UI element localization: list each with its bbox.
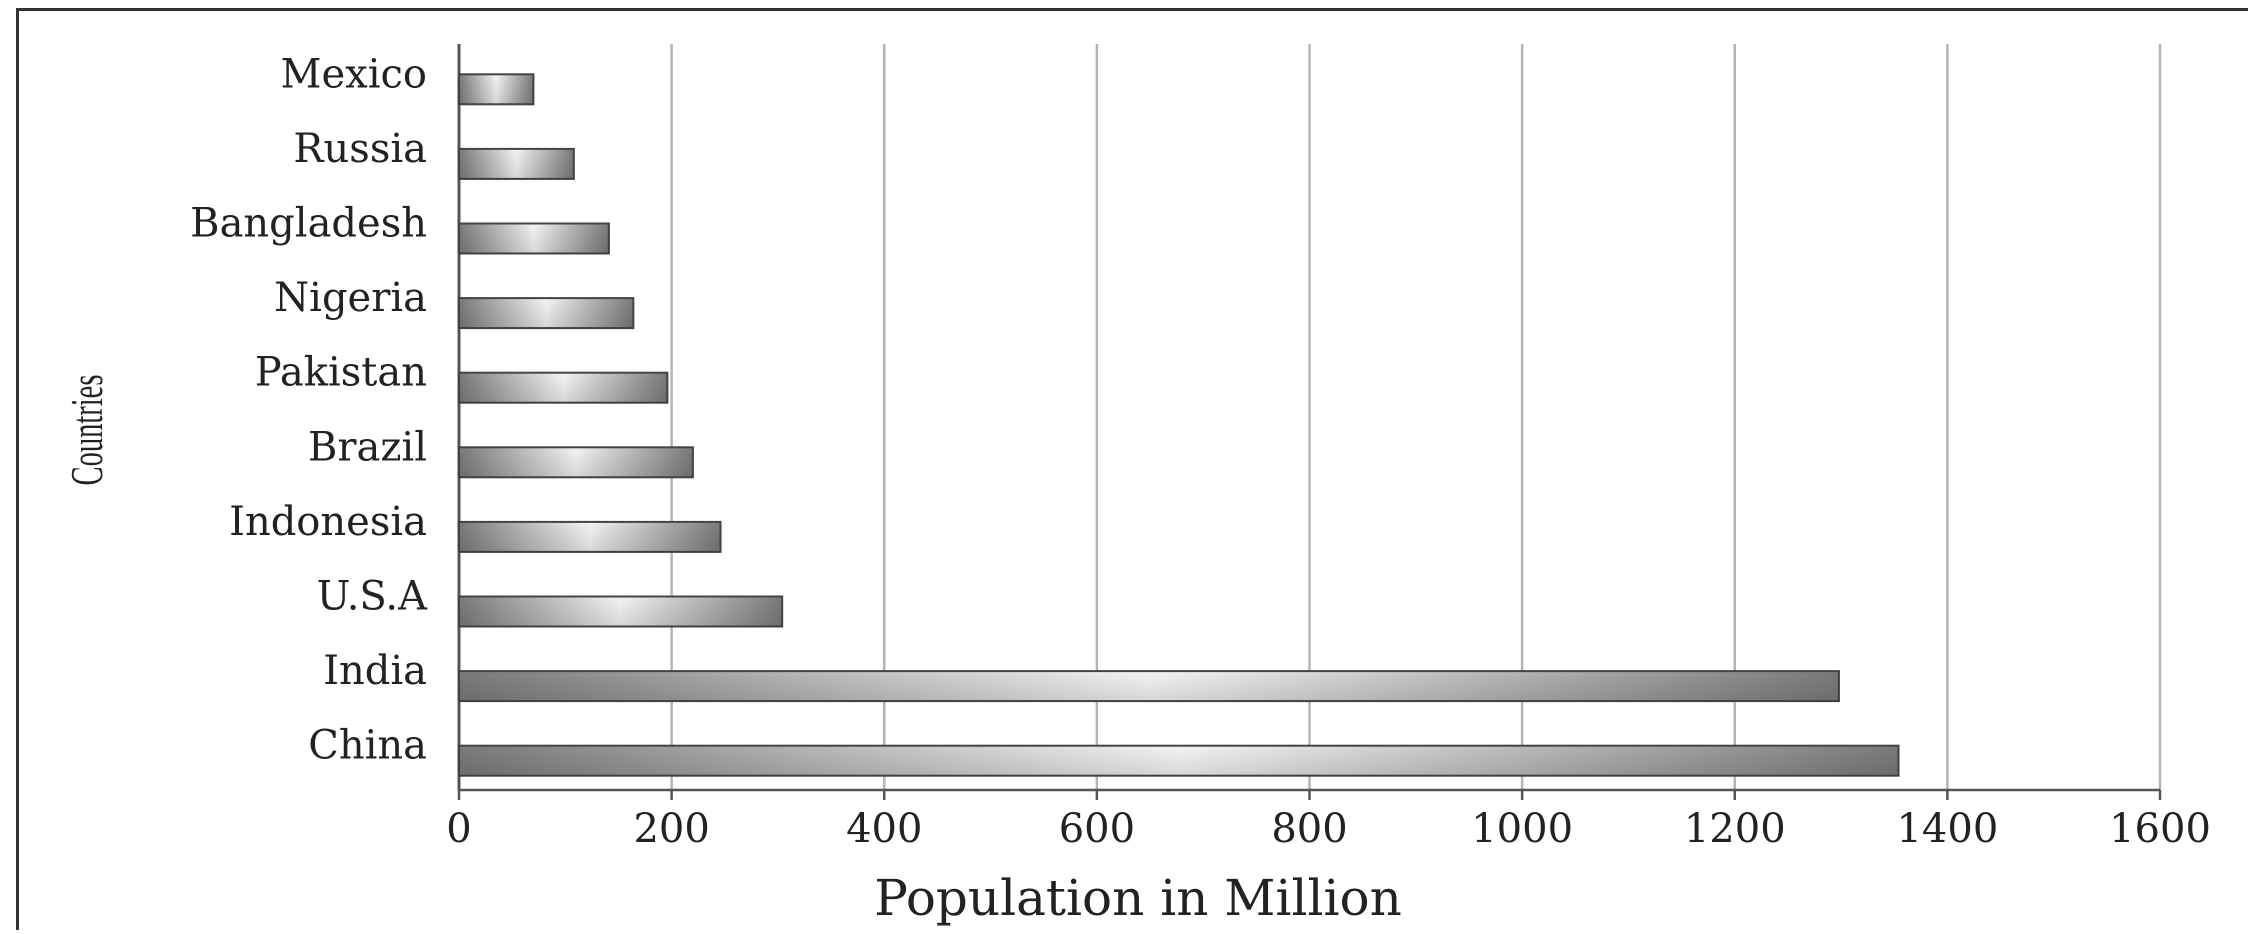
bar-shading: [459, 596, 783, 627]
category-labels: Mexico Russia Bangladesh Nigeria Pakistan Bra…: [190, 51, 428, 768]
y-axis-title: Countries: [62, 375, 112, 486]
bar-shading: [459, 447, 693, 478]
category-label: Mexico: [281, 51, 427, 97]
category-label: Bangladesh: [190, 201, 427, 247]
x-tick-label: 400: [846, 806, 922, 852]
gridlines: [457, 44, 2162, 800]
x-tick-label: 800: [1271, 806, 1347, 852]
category-label: Indonesia: [229, 499, 427, 545]
x-tick-label: 600: [1059, 806, 1135, 852]
x-tick-label: 1400: [1896, 806, 1998, 852]
bar-shading: [459, 521, 721, 552]
bar-shading: [459, 745, 1899, 776]
category-label: Pakistan: [255, 350, 427, 396]
x-tick-labels: 0 200 400 600 800 1000 1200 1400 1600: [446, 806, 2211, 852]
bar-shading: [459, 372, 668, 403]
bar-shading: [459, 74, 534, 105]
category-label: India: [323, 648, 427, 694]
x-tick-label: 1200: [1684, 806, 1786, 852]
bars: [458, 73, 1900, 777]
category-label: Russia: [293, 126, 427, 172]
bar-shading: [459, 223, 609, 254]
bar-shading: [459, 671, 1839, 702]
x-axis-title: Population in Million: [874, 869, 1402, 927]
category-label: Brazil: [308, 424, 427, 470]
x-tick-label: 1000: [1471, 806, 1573, 852]
category-label: Nigeria: [274, 275, 427, 321]
x-tick-label: 0: [446, 806, 471, 852]
x-tick-label: 200: [633, 806, 709, 852]
x-tick-label: 1600: [2109, 806, 2211, 852]
category-label: China: [308, 723, 427, 769]
bar-shading: [459, 298, 634, 329]
category-label: U.S.A: [317, 574, 428, 620]
chart-frame: [16, 8, 2248, 930]
bar-shading: [459, 148, 574, 179]
